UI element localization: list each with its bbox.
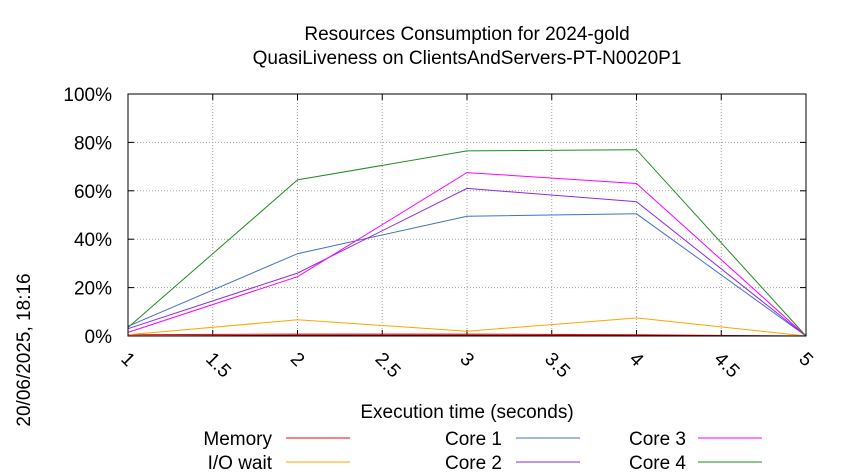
x-tick-label: 1 — [116, 349, 138, 371]
series-line-i-o-wait — [127, 317, 807, 337]
legend-label-core-4: Core 4 — [629, 453, 686, 474]
x-tick-label: 5 — [794, 349, 816, 371]
series-line-core-4 — [127, 149, 807, 337]
series-line-core-3 — [127, 172, 807, 337]
legend-label-i-o-wait: I/O wait — [208, 453, 273, 474]
grid — [127, 93, 807, 337]
x-tick-label: 3.5 — [540, 349, 574, 383]
legend-label-core-2: Core 2 — [445, 453, 502, 474]
chart-title: Resources Consumption for 2024-gold — [304, 24, 629, 45]
chart-subtitle: QuasiLiveness on ClientsAndServers-PT-N0… — [253, 48, 682, 69]
series-line-core-2 — [127, 187, 807, 337]
legend-label-core-1: Core 1 — [445, 429, 502, 450]
x-tick-label: 2.5 — [371, 349, 405, 383]
y-tick-label: 0% — [85, 327, 113, 348]
x-tick-label: 2 — [286, 349, 308, 371]
y-tick-label: 40% — [74, 230, 112, 251]
x-tick-label: 1.5 — [201, 349, 235, 383]
legend-label-memory: Memory — [203, 429, 272, 450]
x-tick-label: 4.5 — [710, 349, 744, 383]
y-tick-label: 60% — [74, 182, 112, 203]
timestamp-label: 20/06/2025, 18:16 — [14, 273, 35, 426]
x-tick-labels: 1 1.5 2 2.5 3 3.5 4 4.5 5 — [116, 349, 816, 383]
y-tick-label: 80% — [74, 133, 112, 154]
legend: Memory I/O wait Core 1 Core 2 Core 3 Core 4 — [203, 429, 762, 474]
x-axis-label: Execution time (seconds) — [360, 402, 573, 423]
plot-frame — [127, 93, 807, 337]
legend-label-core-3: Core 3 — [629, 429, 686, 450]
series-lines — [127, 149, 807, 337]
x-tick-label: 3 — [455, 349, 477, 371]
y-tick-label: 20% — [74, 279, 112, 300]
x-tick-label: 4 — [625, 349, 648, 372]
y-tick-labels: 0% 20% 40% 60% 80% 100% — [63, 85, 112, 348]
y-tick-label: 100% — [63, 85, 112, 106]
series-line-core-1 — [127, 213, 807, 337]
